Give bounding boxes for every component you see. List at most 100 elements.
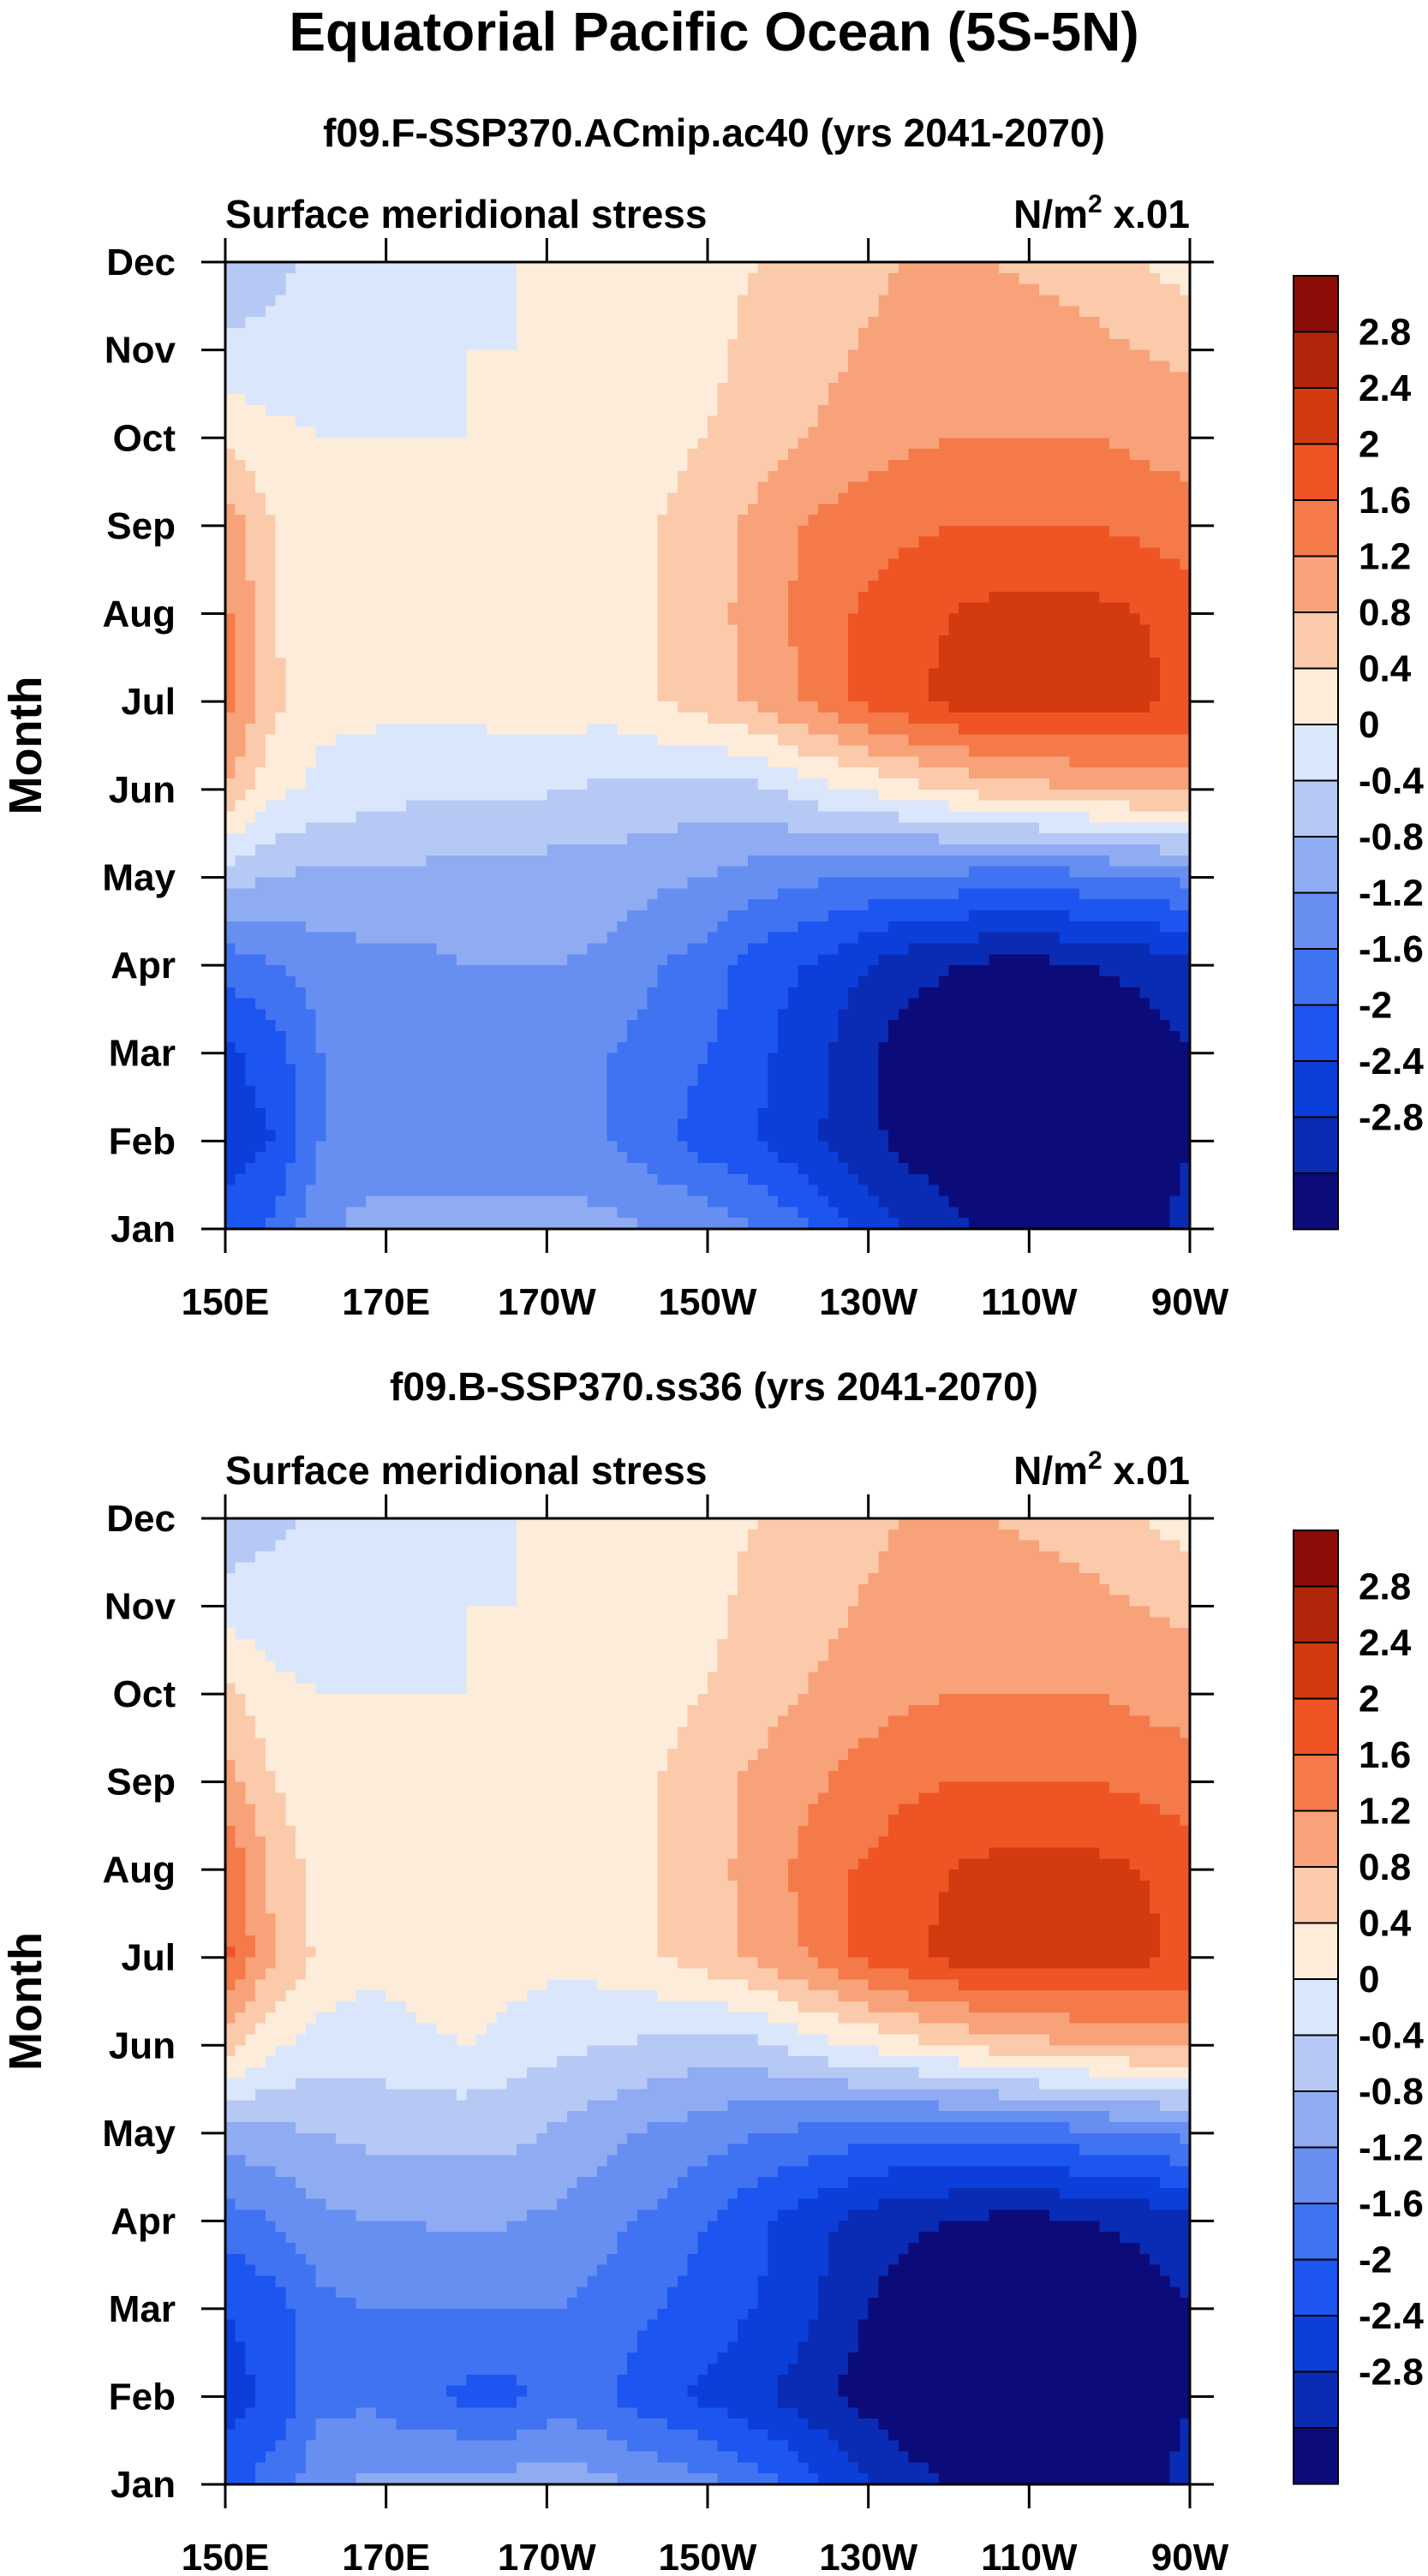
contour-cell [717, 701, 729, 713]
contour-cell [717, 438, 729, 450]
contour-cell [929, 547, 940, 559]
contour-cell [336, 657, 347, 670]
contour-cell [547, 547, 558, 559]
contour-cell [486, 338, 498, 351]
contour-cell [1159, 558, 1171, 570]
contour-cell [526, 624, 538, 636]
contour-cell [557, 404, 568, 417]
contour-cell [898, 647, 910, 659]
contour-cell [667, 383, 678, 395]
contour-cell [898, 504, 910, 516]
contour-cell [757, 383, 768, 395]
contour-cell [1129, 734, 1140, 747]
contour-cell [587, 558, 598, 570]
contour-cell [1078, 283, 1090, 296]
contour-cell [345, 767, 357, 779]
contour-cell [1169, 756, 1180, 768]
contour-cell [1078, 306, 1090, 318]
contour-cell [857, 591, 869, 604]
contour-cell [727, 811, 738, 823]
contour-cell [647, 438, 658, 450]
contour-cell [1099, 811, 1110, 823]
contour-cell [999, 338, 1010, 351]
contour-cell [275, 262, 286, 274]
contour-cell [225, 602, 236, 615]
contour-cell [476, 372, 487, 384]
contour-cell [1180, 283, 1191, 296]
contour-cell [1159, 647, 1171, 659]
contour-cell [517, 547, 528, 559]
contour-cell [798, 547, 809, 559]
contour-cell [1139, 756, 1150, 768]
contour-cell [959, 778, 970, 790]
contour-cell [1169, 536, 1180, 549]
contour-cell [808, 283, 819, 296]
contour-cell [757, 822, 768, 834]
contour-cell [617, 449, 628, 461]
contour-cell [496, 338, 508, 351]
contour-cell [396, 613, 407, 625]
contour-cell [838, 449, 849, 461]
contour-cell [496, 536, 508, 549]
contour-cell [476, 547, 487, 559]
contour-cell [888, 713, 899, 724]
contour-cell [968, 306, 980, 318]
contour-cell [486, 272, 498, 285]
contour-cell [506, 668, 517, 681]
contour-cell [677, 272, 689, 285]
contour-cell [667, 459, 678, 472]
contour-cell [647, 767, 658, 779]
contour-cell [235, 426, 247, 438]
contour-cell [868, 624, 879, 636]
contour-cell [929, 668, 940, 681]
contour-cell [345, 361, 357, 373]
contour-cell [717, 800, 729, 813]
contour-cell [385, 745, 397, 757]
contour-cell [305, 822, 317, 834]
contour-cell [415, 393, 427, 406]
contour-cell [235, 613, 247, 625]
contour-cell [888, 306, 899, 318]
contour-cell [517, 723, 528, 736]
contour-cell [959, 459, 970, 472]
contour-cell [667, 778, 678, 790]
contour-cell [708, 635, 719, 647]
contour-cell [627, 349, 638, 362]
contour-cell [606, 734, 618, 747]
contour-cell [275, 338, 286, 351]
contour-cell [1078, 525, 1090, 538]
contour-cell [356, 690, 367, 702]
contour-cell [1119, 635, 1131, 647]
contour-cell [426, 657, 437, 670]
contour-cell [787, 624, 799, 636]
contour-cell [436, 459, 447, 472]
contour-cell [1078, 481, 1090, 494]
contour-cell [636, 327, 648, 340]
contour-cell [868, 635, 879, 647]
contour-cell [296, 361, 307, 373]
contour-cell [336, 470, 347, 483]
contour-cell [356, 613, 367, 625]
contour-cell [959, 415, 970, 428]
contour-cell [647, 734, 658, 747]
contour-cell [426, 338, 437, 351]
contour-cell [305, 525, 317, 538]
contour-cell [838, 756, 849, 768]
contour-cell [446, 668, 457, 681]
contour-cell [557, 581, 568, 593]
contour-cell [345, 306, 357, 318]
contour-cell [557, 393, 568, 406]
contour-cell [1159, 767, 1171, 779]
contour-cell [738, 713, 749, 724]
contour-cell [336, 723, 347, 736]
contour-cell [828, 525, 839, 538]
contour-cell [1169, 492, 1180, 504]
contour-cell [326, 668, 337, 681]
contour-cell [1059, 569, 1070, 581]
contour-cell [1129, 349, 1140, 362]
contour-cell [235, 492, 247, 504]
contour-cell [808, 581, 819, 593]
contour-cell [1150, 525, 1161, 538]
contour-cell [978, 800, 990, 813]
contour-cell [296, 404, 307, 417]
